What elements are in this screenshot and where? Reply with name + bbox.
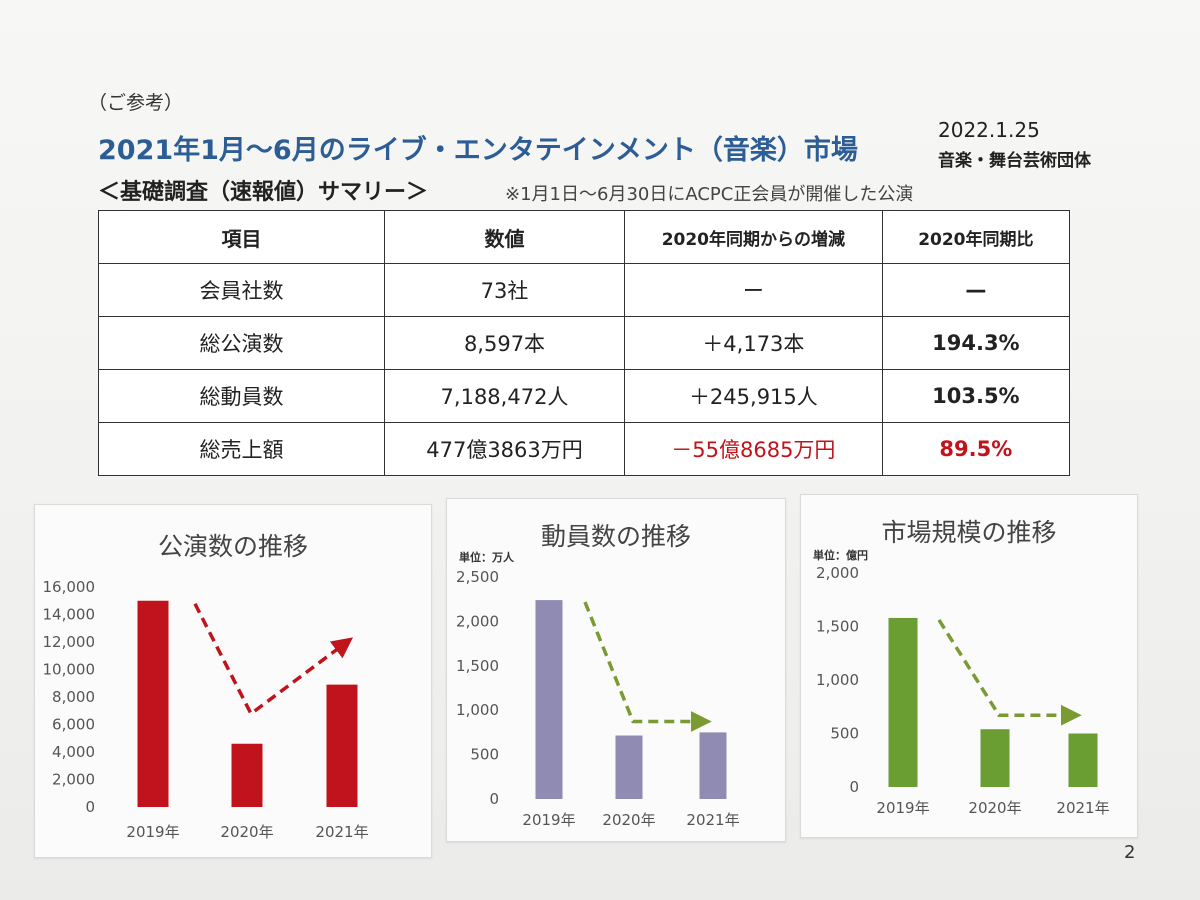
row-ratio: 194.3%: [881, 316, 1071, 370]
x-tick-label: 2019年: [522, 811, 575, 829]
header-ratio: 2020年同期比: [881, 210, 1071, 264]
chart-plot: 0 2,000 4,000 6,000 8,000 10,000 12,000 14,000 1…: [43, 578, 369, 841]
y-tick-label: 0: [849, 778, 859, 796]
bar-2021年: [1068, 733, 1098, 787]
table-row: 総売上額 477億3863万円 －55億8685万円 89.5%: [98, 422, 1071, 476]
x-tick-label: 2020年: [220, 823, 273, 841]
chart-title: 公演数の推移: [157, 532, 308, 561]
row-change: ＋4,173本: [624, 316, 883, 370]
row-change: ー: [624, 263, 883, 317]
x-tick-label: 2021年: [1056, 799, 1109, 817]
chart-market-size: 市場規模の推移 単位：億円 0 500 1,000 1,500 2,000 2019年 20…: [800, 494, 1138, 838]
y-tick-label: 2,000: [456, 612, 499, 630]
bar-2021年: [699, 732, 727, 799]
bar-2020年: [231, 743, 263, 807]
y-tick-label: 0: [489, 790, 499, 808]
trend-arrow: [937, 619, 1082, 726]
unit-label: 単位：億円: [813, 549, 868, 562]
y-tick-label: 2,000: [52, 771, 95, 789]
trend-arrow: [583, 601, 712, 733]
page-title: 2021年1月～6月のライブ・エンタテインメント（音楽）市場: [98, 135, 858, 166]
scope-footnote: ※1月1日～6月30日にACPC正会員が開催した公演: [505, 184, 914, 205]
table-header-row: 項目 数値 2020年同期からの増減 2020年同期比: [98, 210, 1071, 264]
chart-performances: 公演数の推移 0 2,000 4,000 6,000 8,000 10,000 12,000…: [34, 504, 432, 858]
y-tick-label: 10,000: [43, 661, 96, 679]
y-tick-label: 16,000: [43, 578, 96, 596]
x-tick-label: 2020年: [602, 811, 655, 829]
bar-2020年: [980, 729, 1010, 787]
organization-name: 音楽・舞台芸術団体: [938, 151, 1091, 171]
row-change: －55億8685万円: [624, 422, 883, 476]
x-tick-label: 2021年: [686, 811, 739, 829]
y-tick-label: 1,500: [456, 657, 499, 675]
y-tick-label: 500: [470, 746, 499, 764]
y-tick-label: 6,000: [52, 716, 95, 734]
y-tick-label: 2,500: [456, 568, 499, 586]
unit-label: 単位：万人: [459, 551, 514, 564]
bar-2020年: [615, 735, 643, 799]
y-tick-label: 14,000: [43, 606, 96, 624]
reference-note: （ご参考）: [88, 92, 184, 114]
row-ratio: 103.5%: [881, 369, 1071, 423]
chart-title: 市場規模の推移: [881, 518, 1057, 547]
y-tick-label: 500: [830, 725, 859, 743]
table-row: 会員社数 73社 ー —: [98, 263, 1071, 317]
row-value: 8,597本: [384, 316, 625, 370]
chart-attendance: 動員数の推移 単位：万人 0 500 1,000 1,500 2,000 2,500 201…: [446, 498, 786, 842]
bar-2019年: [535, 600, 563, 799]
x-tick-label: 2020年: [968, 799, 1021, 817]
bar-2019年: [888, 617, 918, 787]
trend-arrow: [193, 602, 354, 717]
row-ratio: 89.5%: [881, 422, 1071, 476]
row-label: 総公演数: [98, 316, 385, 370]
header-item: 項目: [98, 210, 385, 264]
y-tick-label: 2,000: [816, 564, 859, 582]
document-date: 2022.1.25: [938, 118, 1040, 142]
bar-2021年: [326, 684, 358, 807]
row-value: 477億3863万円: [384, 422, 625, 476]
row-label: 総動員数: [98, 369, 385, 423]
bar-2019年: [137, 600, 169, 807]
row-label: 会員社数: [98, 263, 385, 317]
header-value: 数値: [384, 210, 625, 264]
row-ratio: —: [881, 263, 1071, 317]
page-number: 2: [1124, 842, 1136, 863]
chart-plot: 0 500 1,000 1,500 2,000 2,500 2019年 2020年 2021年: [456, 568, 740, 829]
y-tick-label: 8,000: [52, 688, 95, 706]
y-tick-label: 4,000: [52, 743, 95, 761]
chart-plot: 0 500 1,000 1,500 2,000 2019年 2020年 2021年: [816, 564, 1110, 817]
chart-title: 動員数の推移: [540, 522, 691, 551]
x-tick-label: 2019年: [876, 799, 929, 817]
y-tick-label: 1,500: [816, 618, 859, 636]
row-label: 総売上額: [98, 422, 385, 476]
summary-table: 項目 数値 2020年同期からの増減 2020年同期比 会員社数 73社 ー —…: [98, 210, 1071, 476]
y-tick-label: 0: [85, 798, 95, 816]
row-change: ＋245,915人: [624, 369, 883, 423]
y-tick-label: 12,000: [43, 633, 96, 651]
y-tick-label: 1,000: [816, 671, 859, 689]
header-change: 2020年同期からの増減: [624, 210, 883, 264]
table-row: 総動員数 7,188,472人 ＋245,915人 103.5%: [98, 369, 1071, 423]
x-tick-label: 2019年: [126, 823, 179, 841]
y-tick-label: 1,000: [456, 701, 499, 719]
row-value: 73社: [384, 263, 625, 317]
x-tick-label: 2021年: [315, 823, 368, 841]
summary-subtitle: ＜基礎調査（速報値）サマリー＞: [98, 180, 429, 205]
table-row: 総公演数 8,597本 ＋4,173本 194.3%: [98, 316, 1071, 370]
row-value: 7,188,472人: [384, 369, 625, 423]
